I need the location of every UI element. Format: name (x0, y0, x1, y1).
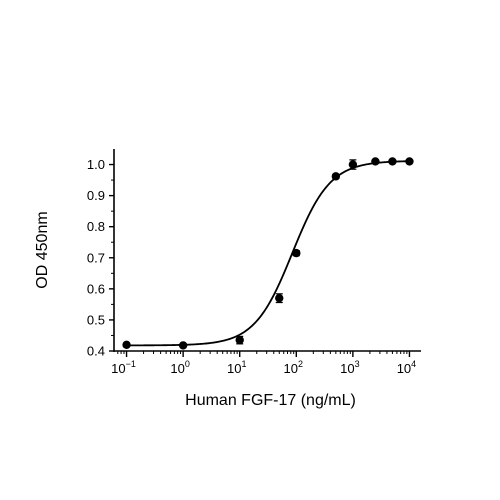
y-axis-ticks: 0.4 0.5 0.6 0.7 0.8 0.9 1.0 (87, 157, 114, 359)
y-tick-label: 0.6 (87, 281, 105, 296)
x-tick-label: 10−1 (111, 359, 136, 376)
axes (113, 149, 421, 352)
fit-curve (126, 160, 410, 347)
x-tick-label: 104 (397, 359, 416, 376)
y-tick-label: 0.5 (87, 312, 105, 327)
data-point (235, 335, 244, 345)
y-tick-label: 0.4 (87, 344, 105, 359)
x-axis-ticks: 10−1 100 101 102 103 104 (111, 351, 416, 376)
y-axis-title: OD 450nm (34, 211, 51, 288)
x-tick-label: 102 (284, 359, 303, 376)
data-points (122, 157, 414, 350)
data-point (275, 293, 284, 303)
y-tick-label: 0.8 (87, 219, 105, 234)
data-point (405, 157, 414, 166)
data-point (388, 157, 397, 166)
data-point (178, 341, 188, 350)
y-tick-label: 0.9 (87, 188, 105, 203)
x-axis-title: Human FGF-17 (ng/mL) (185, 392, 356, 409)
data-point (292, 248, 301, 258)
x-tick-label: 101 (227, 359, 246, 376)
x-tick-label: 100 (170, 359, 189, 376)
y-tick-label: 1.0 (87, 157, 105, 172)
y-tick-label: 0.7 (87, 250, 105, 265)
data-point (331, 172, 341, 181)
data-point (348, 160, 358, 169)
data-point (371, 157, 380, 166)
x-tick-label: 103 (340, 359, 359, 376)
data-point (122, 340, 131, 349)
